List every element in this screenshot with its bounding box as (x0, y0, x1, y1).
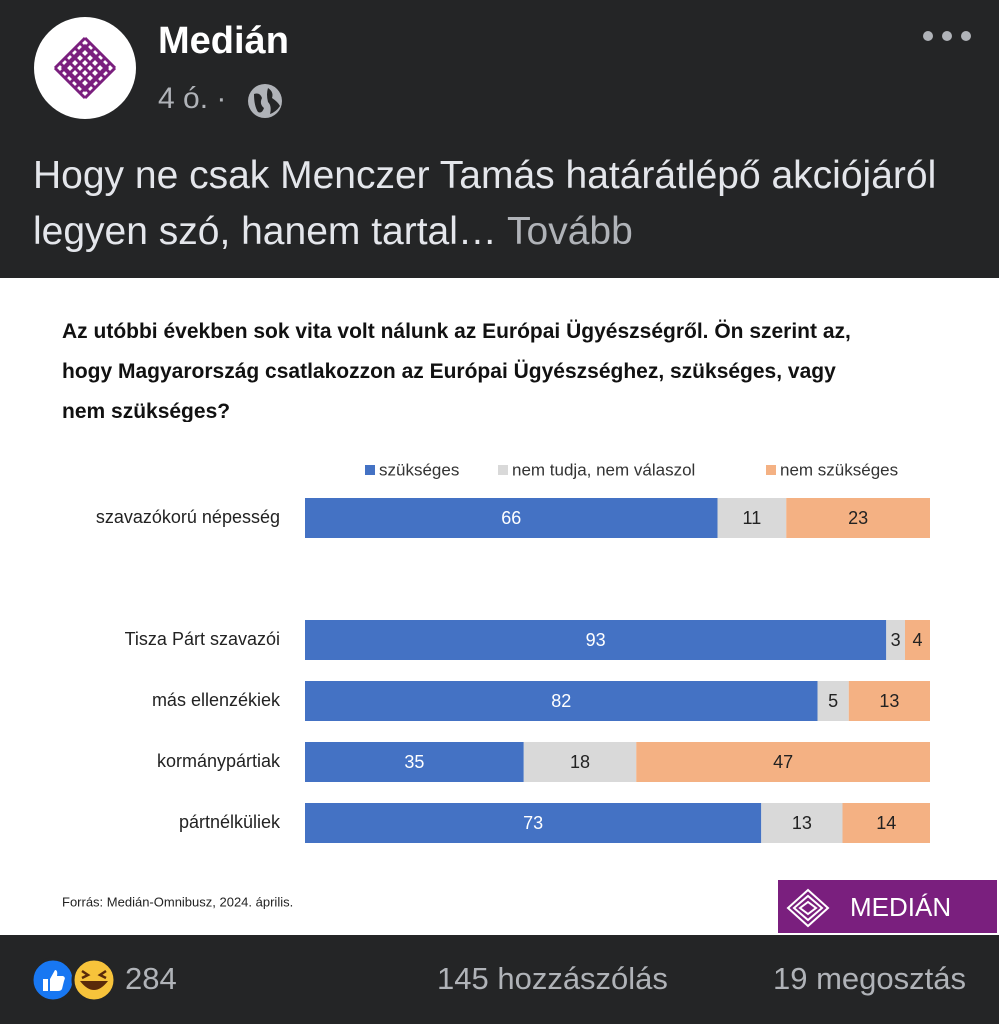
more-options[interactable] (920, 28, 974, 44)
legend-swatch (498, 465, 508, 475)
category-label: kormánypártiak (157, 751, 281, 771)
bar-segment (717, 498, 787, 538)
post-header: Medián 4 ó. · Hogy ne csak Menczer Tamás… (0, 0, 999, 278)
bar-segment (761, 803, 843, 843)
bar-segment (305, 681, 818, 721)
timestamp[interactable]: 4 ó. · (158, 82, 226, 116)
bar-segment (636, 742, 930, 782)
value-label: 35 (404, 752, 424, 772)
value-label: 66 (501, 508, 521, 528)
see-more[interactable]: Tovább (507, 210, 633, 253)
globe-icon (248, 84, 282, 118)
value-label: 73 (523, 813, 543, 833)
author[interactable]: Medián (158, 20, 289, 62)
value-label: 11 (743, 508, 762, 528)
value-label: 4 (912, 630, 922, 650)
category-label: Tisza Párt szavazói (125, 629, 280, 649)
value-label: 5 (828, 691, 838, 711)
value-label: 47 (773, 752, 793, 772)
bar-segment (305, 620, 887, 660)
logo-text: MEDIÁN (850, 892, 951, 922)
bar-segment (786, 498, 930, 538)
bar-segment (905, 620, 930, 660)
post-text: Hogy ne csak Menczer Tamás határátlépő a… (33, 148, 953, 260)
legend-swatch (766, 465, 776, 475)
value-label: 14 (876, 813, 896, 833)
source: Forrás: Medián-Omnibusz, 2024. április. (62, 894, 293, 909)
bar-segment (305, 498, 718, 538)
bar-segment (886, 620, 905, 660)
value-label: 3 (891, 630, 901, 650)
share-count[interactable]: 19 megosztás (773, 961, 966, 996)
bar-segment (305, 803, 762, 843)
value-label: 18 (570, 752, 590, 772)
logo-icon (786, 888, 830, 928)
bar-segment (848, 681, 930, 721)
reaction-icons[interactable] (30, 957, 120, 1003)
post-footer: 284 145 hozzászólás 19 megosztás (0, 935, 999, 1024)
time[interactable]: 4 ó. (158, 82, 209, 115)
bar-segment (842, 803, 930, 843)
chart: Az utóbbi években sok vita volt nálunk a… (0, 278, 999, 935)
value-label: 13 (792, 813, 812, 833)
reaction-count[interactable]: 284 (125, 961, 177, 996)
chart-title: Az utóbbi években sok vita volt nálunk a… (62, 320, 851, 422)
avatar[interactable] (33, 16, 137, 120)
category-label: szavazókorú népesség (96, 507, 280, 527)
category-label: más ellenzékiek (152, 690, 281, 710)
legend-label: szükséges (379, 460, 459, 479)
value-label: 23 (848, 508, 868, 528)
separator: · (216, 82, 227, 115)
bar-segment (817, 681, 849, 721)
value-label: 82 (551, 691, 571, 711)
bar-segment (523, 742, 637, 782)
legend-swatch (365, 465, 375, 475)
legend-label: nem tudja, nem válaszol (512, 460, 695, 479)
bar-segment (305, 742, 524, 782)
comment-count[interactable]: 145 hozzászólás (437, 961, 668, 996)
legend-label: nem szükséges (780, 460, 898, 479)
value-label: 13 (879, 691, 899, 711)
category-label: pártnélküliek (179, 812, 281, 832)
post-body: Hogy ne csak Menczer Tamás határátlépő a… (33, 154, 937, 253)
value-label: 93 (586, 630, 606, 650)
